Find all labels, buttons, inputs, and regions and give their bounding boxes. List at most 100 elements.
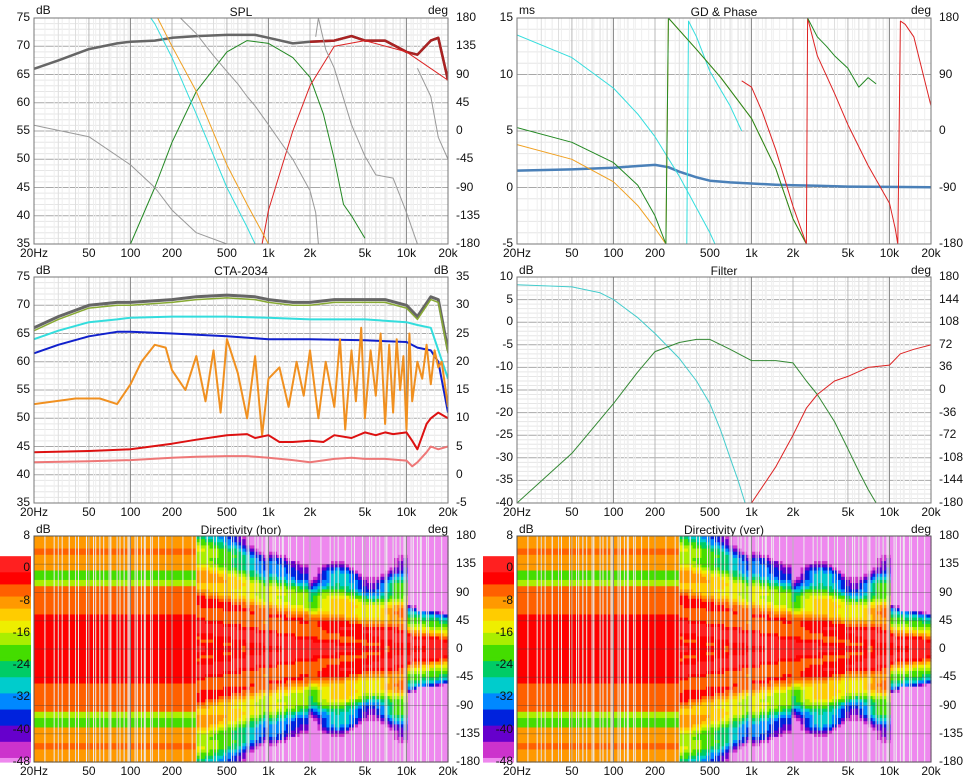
heatmap-cell — [119, 608, 125, 612]
x-tick-label: 50 — [565, 505, 579, 519]
y-tick-label: 15 — [499, 10, 513, 24]
heatmap-cell — [182, 664, 188, 669]
heatmap-cell — [137, 611, 143, 616]
heatmap-cell — [155, 755, 161, 760]
heatmap-cell — [227, 617, 233, 622]
heatmap-cell — [223, 630, 229, 634]
heatmap-cell — [106, 557, 112, 562]
heatmap-cell — [74, 718, 80, 722]
heatmap-cell — [160, 730, 166, 735]
heatmap-cell — [79, 746, 85, 751]
heatmap-cell — [34, 576, 40, 581]
heatmap-cell — [38, 570, 44, 575]
heatmap-cell — [110, 636, 116, 641]
heatmap-cell — [88, 598, 94, 603]
heatmap-cell — [128, 592, 134, 597]
heatmap-cell — [245, 718, 251, 722]
heatmap-cell — [236, 645, 242, 650]
heatmap-cell — [218, 652, 224, 656]
heatmap-cell — [137, 752, 143, 757]
heatmap-cell — [160, 680, 166, 685]
heatmap-cell — [173, 714, 179, 719]
heatmap-cell — [268, 557, 274, 562]
heatmap-cell — [47, 608, 53, 612]
heatmap-cell — [38, 633, 44, 638]
heatmap-cell — [61, 627, 67, 631]
x-tick-label: 10k — [879, 505, 900, 519]
heatmap-cell — [281, 595, 287, 600]
heatmap-cell — [245, 658, 251, 663]
heatmap-cell — [70, 740, 76, 744]
heatmap-cell — [232, 595, 238, 600]
heatmap-cell — [173, 702, 179, 707]
heatmap-cell — [223, 636, 229, 641]
heatmap-cell — [79, 614, 85, 619]
heatmap-cell — [227, 692, 233, 697]
heatmap-cell — [245, 730, 251, 735]
heatmap-cell — [70, 548, 76, 553]
heatmap-cell — [245, 605, 251, 609]
heatmap-cell — [200, 755, 206, 760]
heatmap-cell — [151, 749, 157, 754]
heatmap-cell — [110, 630, 116, 634]
heatmap-cell — [79, 548, 85, 553]
heatmap-cell — [241, 736, 247, 741]
heatmap-cell — [70, 670, 76, 675]
heatmap-cell — [146, 721, 152, 725]
heatmap-cell — [281, 592, 287, 597]
heatmap-cell — [47, 561, 53, 565]
heatmap-cell — [160, 667, 166, 672]
heatmap-cell — [173, 598, 179, 603]
heatmap-cell — [164, 570, 170, 575]
heatmap-cell — [88, 548, 94, 553]
heatmap-cell — [47, 639, 53, 644]
heatmap-cell — [250, 705, 256, 710]
heatmap-cell — [146, 674, 152, 678]
colorbar-step — [0, 757, 31, 763]
heatmap-cell — [119, 589, 125, 594]
heatmap-cell — [79, 667, 85, 672]
heatmap-cell — [182, 583, 188, 587]
heatmap-cell — [128, 658, 134, 663]
heatmap-cell — [110, 567, 116, 572]
heatmap-cell — [250, 740, 256, 744]
heatmap-cell — [79, 683, 85, 688]
gd-right-unit: deg — [911, 3, 932, 17]
heatmap-cell — [61, 551, 67, 556]
heatmap-cell — [250, 708, 256, 713]
heatmap-cell — [47, 573, 53, 578]
heatmap-cell — [119, 642, 125, 647]
heatmap-cell — [74, 746, 80, 751]
heatmap-cell — [47, 601, 53, 606]
heatmap-cell — [250, 736, 256, 741]
heatmap-cell — [227, 696, 233, 700]
heatmap-cell — [227, 661, 233, 666]
heatmap-cell — [232, 667, 238, 672]
heatmap-cell — [196, 667, 202, 672]
heatmap-cell — [88, 743, 94, 747]
heatmap-cell — [38, 705, 44, 710]
heatmap-cell — [74, 601, 80, 606]
heatmap-cell — [259, 680, 265, 685]
heatmap-cell — [223, 680, 229, 685]
heatmap-cell — [106, 561, 112, 565]
heatmap-cell — [47, 674, 53, 678]
heatmap-cell — [187, 658, 193, 663]
heatmap-cell — [259, 730, 265, 735]
heatmap-cell — [146, 652, 152, 656]
heatmap-cell — [128, 639, 134, 644]
heatmap-cell — [232, 758, 238, 763]
heatmap-cell — [119, 740, 125, 744]
heatmap-cell — [196, 608, 202, 612]
heatmap-cell — [106, 614, 112, 619]
heatmap-cell — [241, 536, 247, 540]
heatmap-cell — [124, 601, 130, 606]
heatmap-cell — [38, 696, 44, 700]
heatmap-cell — [128, 670, 134, 675]
heatmap-cell — [218, 583, 224, 587]
heatmap-cell — [236, 736, 242, 741]
heatmap-cell — [124, 730, 130, 735]
heatmap-cell — [47, 752, 53, 757]
heatmap-cell — [232, 664, 238, 669]
heatmap-cell — [268, 652, 274, 656]
